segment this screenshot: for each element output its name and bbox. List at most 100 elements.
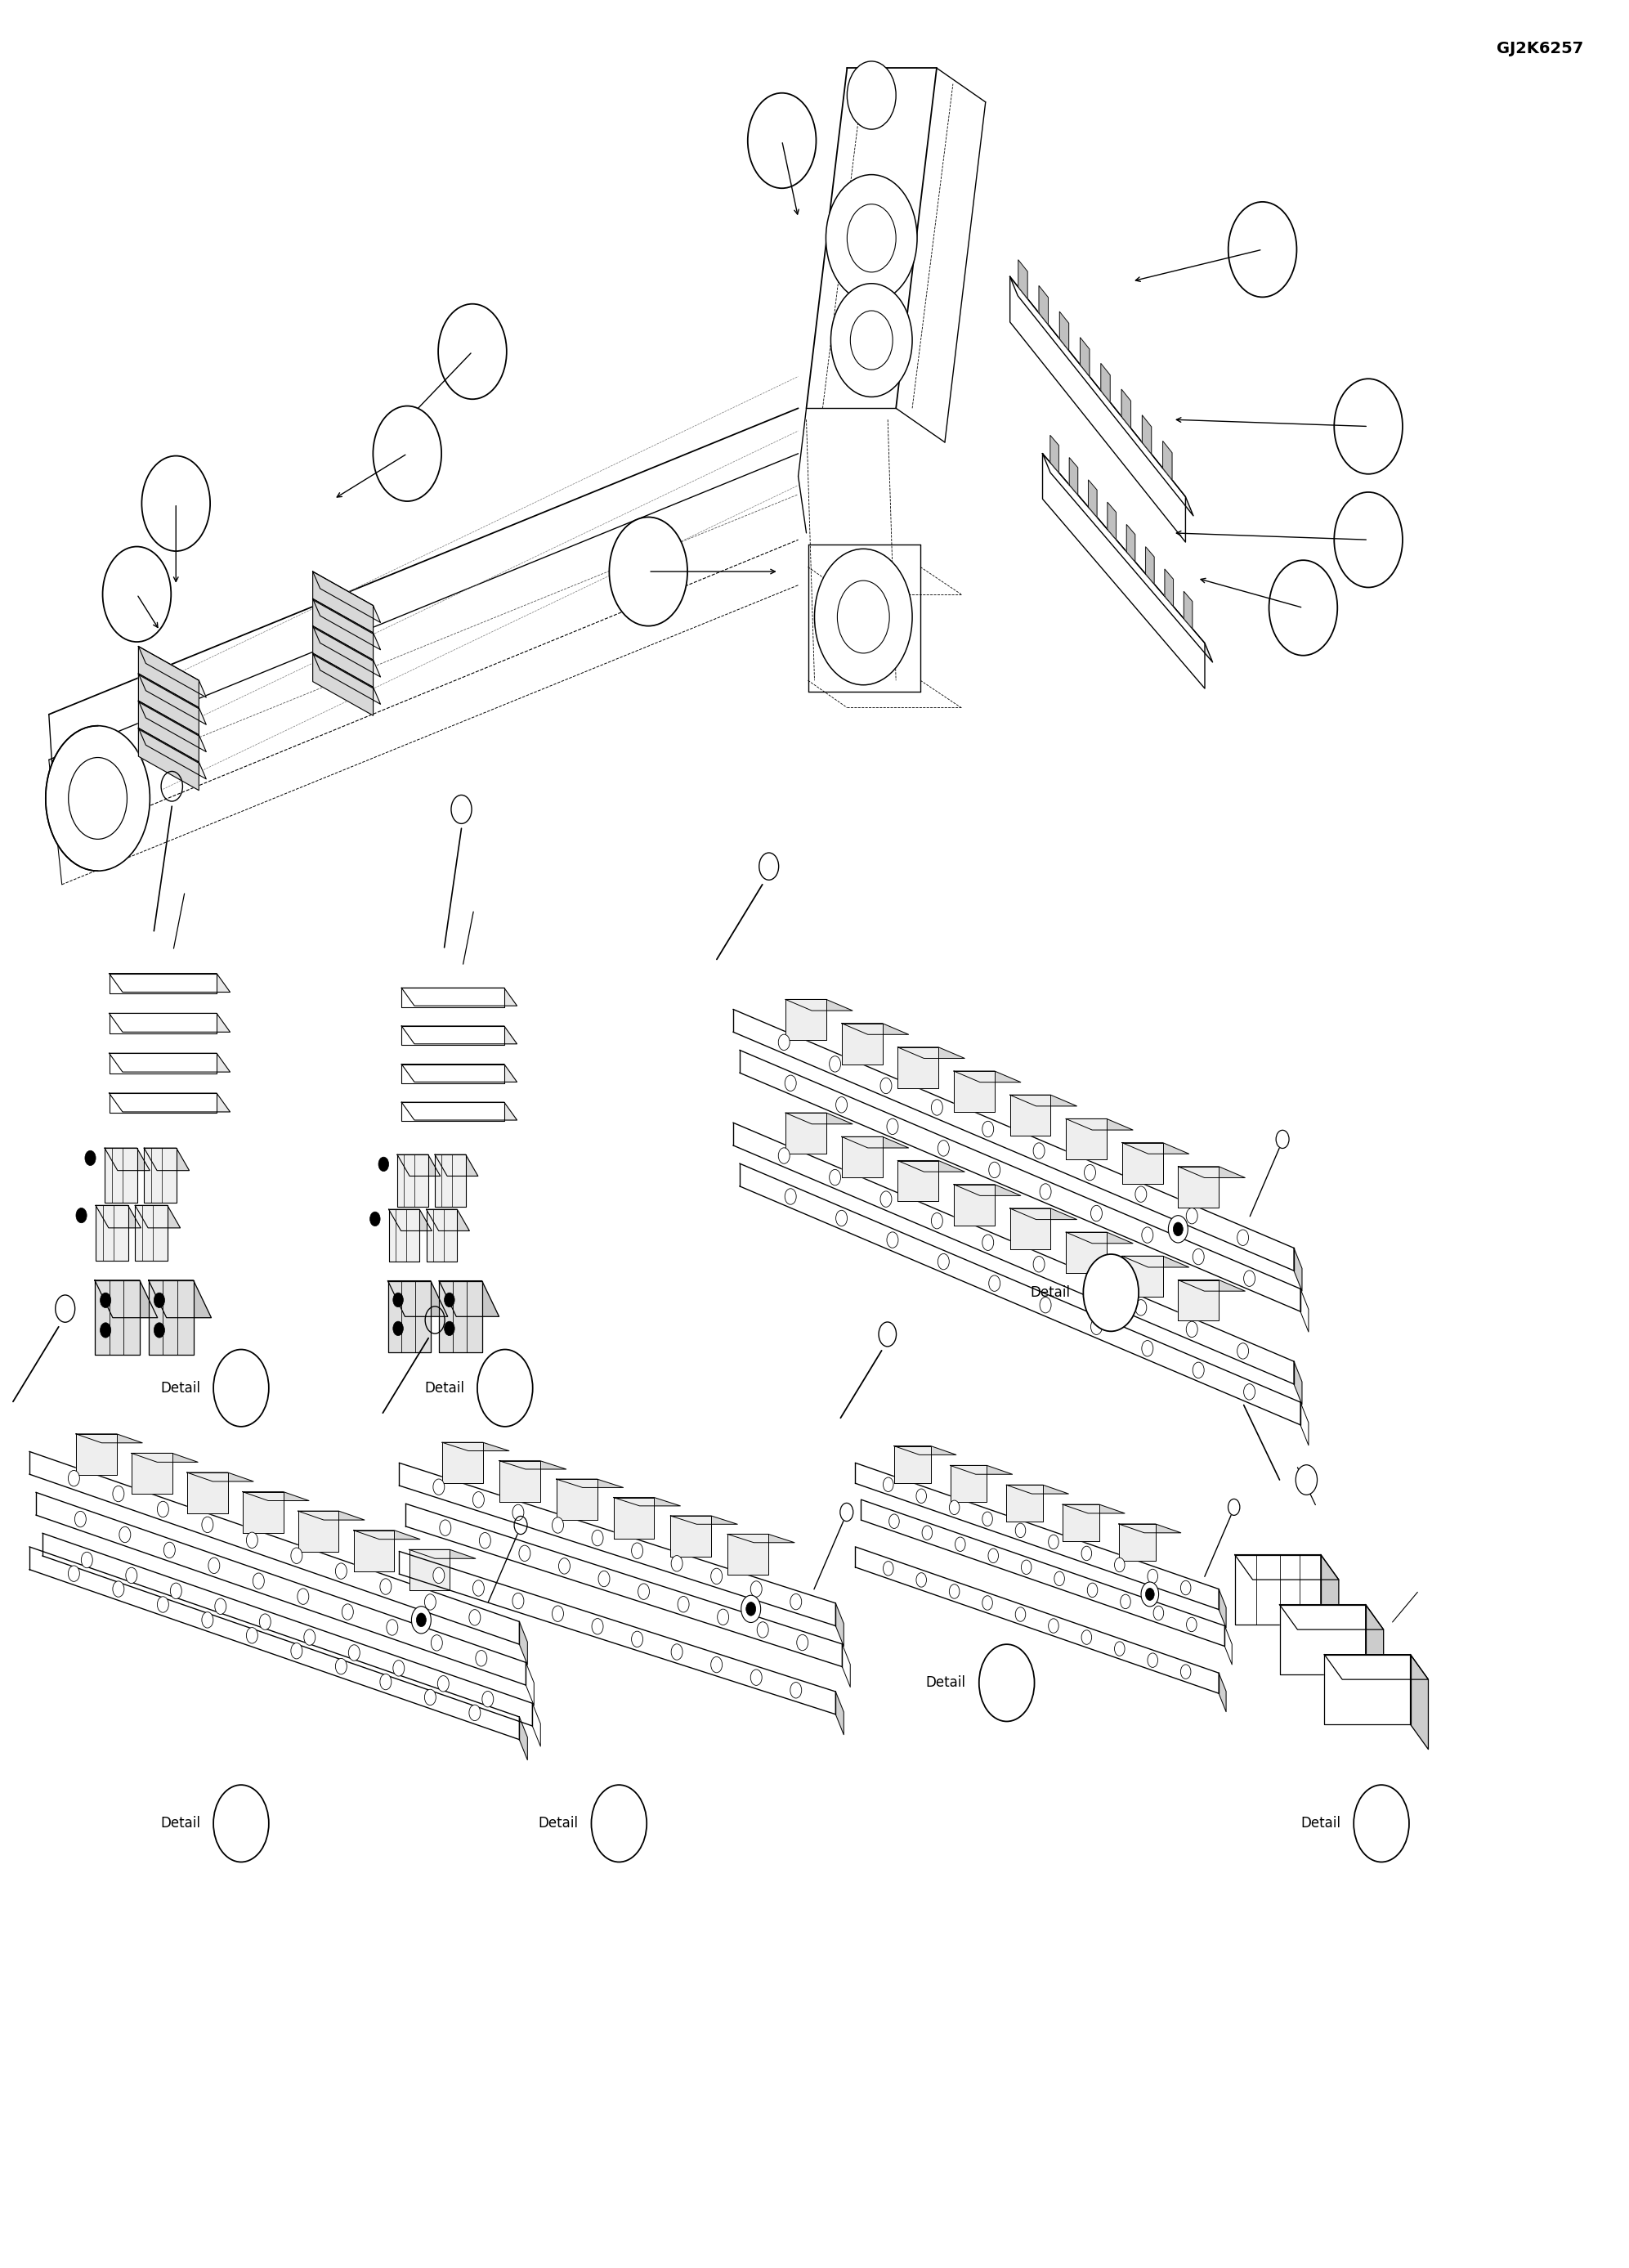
Polygon shape xyxy=(1043,454,1212,662)
Circle shape xyxy=(393,1293,404,1306)
Circle shape xyxy=(68,1565,80,1581)
Polygon shape xyxy=(1321,1556,1339,1649)
Circle shape xyxy=(292,1547,303,1563)
Polygon shape xyxy=(298,1510,339,1551)
Circle shape xyxy=(1186,1322,1197,1338)
Polygon shape xyxy=(614,1497,655,1538)
Circle shape xyxy=(938,1141,950,1157)
Circle shape xyxy=(246,1628,257,1644)
Circle shape xyxy=(748,93,816,188)
Polygon shape xyxy=(401,1064,503,1084)
Polygon shape xyxy=(1007,1486,1043,1522)
Polygon shape xyxy=(435,1154,477,1177)
Circle shape xyxy=(826,175,917,302)
Circle shape xyxy=(513,1504,525,1520)
Circle shape xyxy=(215,1599,226,1615)
Text: Detail: Detail xyxy=(1300,1817,1341,1830)
Circle shape xyxy=(915,1488,927,1504)
Circle shape xyxy=(75,1510,86,1526)
Circle shape xyxy=(1334,379,1403,474)
Circle shape xyxy=(336,1563,347,1579)
Polygon shape xyxy=(1043,454,1205,689)
Polygon shape xyxy=(138,674,207,723)
Polygon shape xyxy=(955,1184,995,1225)
Polygon shape xyxy=(1365,1606,1383,1699)
Polygon shape xyxy=(1218,1590,1227,1628)
Polygon shape xyxy=(440,1281,498,1315)
Circle shape xyxy=(950,1585,959,1599)
Polygon shape xyxy=(842,1136,883,1177)
Polygon shape xyxy=(1059,311,1069,352)
Circle shape xyxy=(1147,1653,1158,1667)
Polygon shape xyxy=(353,1531,394,1572)
Circle shape xyxy=(591,1531,603,1547)
Circle shape xyxy=(886,1118,898,1134)
Circle shape xyxy=(213,1785,269,1862)
Circle shape xyxy=(1186,1617,1197,1631)
Polygon shape xyxy=(313,572,373,633)
Polygon shape xyxy=(1218,1674,1227,1712)
Circle shape xyxy=(886,1232,898,1247)
Polygon shape xyxy=(389,1209,420,1261)
Polygon shape xyxy=(1065,1118,1106,1159)
Polygon shape xyxy=(143,1148,176,1202)
Polygon shape xyxy=(1178,1279,1245,1290)
Polygon shape xyxy=(1119,1524,1181,1533)
Polygon shape xyxy=(1411,1656,1429,1749)
Circle shape xyxy=(932,1100,943,1116)
Circle shape xyxy=(101,1293,111,1309)
Circle shape xyxy=(85,1150,96,1166)
Polygon shape xyxy=(1293,1247,1302,1290)
Circle shape xyxy=(1121,1594,1131,1608)
Polygon shape xyxy=(397,1154,440,1177)
Polygon shape xyxy=(104,1148,137,1202)
Circle shape xyxy=(1083,1254,1139,1331)
Circle shape xyxy=(433,1567,445,1583)
Polygon shape xyxy=(148,1279,194,1356)
Polygon shape xyxy=(955,1070,995,1111)
Circle shape xyxy=(982,1513,992,1526)
Polygon shape xyxy=(498,1461,567,1470)
Circle shape xyxy=(829,1170,841,1186)
Circle shape xyxy=(68,1470,80,1486)
Polygon shape xyxy=(104,1148,150,1170)
Circle shape xyxy=(298,1588,310,1603)
Circle shape xyxy=(1082,1547,1091,1560)
Circle shape xyxy=(889,1515,899,1529)
Polygon shape xyxy=(1235,1556,1321,1624)
Circle shape xyxy=(472,1581,484,1597)
Circle shape xyxy=(292,1642,303,1658)
Circle shape xyxy=(938,1254,950,1270)
Polygon shape xyxy=(243,1492,283,1533)
Polygon shape xyxy=(1127,524,1135,562)
Circle shape xyxy=(785,1188,797,1204)
Circle shape xyxy=(880,1077,891,1093)
Circle shape xyxy=(785,1075,797,1091)
Polygon shape xyxy=(785,1114,826,1154)
Circle shape xyxy=(632,1631,643,1647)
Polygon shape xyxy=(243,1492,310,1501)
Circle shape xyxy=(445,1322,454,1336)
Polygon shape xyxy=(1122,1256,1189,1268)
Circle shape xyxy=(155,1293,165,1309)
Polygon shape xyxy=(313,599,373,660)
Polygon shape xyxy=(313,653,373,714)
Polygon shape xyxy=(313,626,373,687)
Circle shape xyxy=(112,1581,124,1597)
Polygon shape xyxy=(671,1515,712,1556)
Circle shape xyxy=(1082,1631,1091,1644)
Polygon shape xyxy=(148,1279,212,1318)
Circle shape xyxy=(779,1034,790,1050)
Circle shape xyxy=(378,1157,389,1170)
Polygon shape xyxy=(109,973,230,991)
Circle shape xyxy=(955,1538,966,1551)
Circle shape xyxy=(1334,492,1403,587)
Circle shape xyxy=(710,1656,722,1672)
Polygon shape xyxy=(1178,1166,1218,1207)
Circle shape xyxy=(1049,1535,1059,1549)
Circle shape xyxy=(1181,1581,1191,1594)
Polygon shape xyxy=(132,1454,197,1463)
Circle shape xyxy=(1142,1340,1153,1356)
Circle shape xyxy=(425,1594,437,1610)
Polygon shape xyxy=(1279,1606,1365,1674)
